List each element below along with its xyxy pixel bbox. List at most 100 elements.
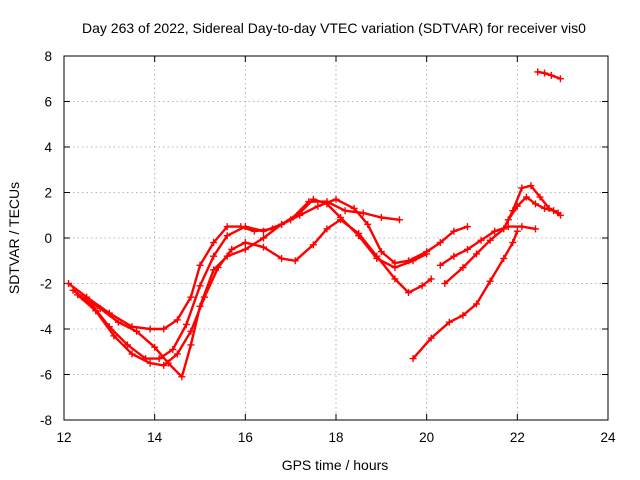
y-tick-label: 8 <box>44 49 52 64</box>
data-point <box>550 207 558 215</box>
data-point <box>500 254 508 262</box>
series-track-2 <box>69 195 471 363</box>
x-axis-label: GPS time / hours <box>282 457 389 473</box>
data-point <box>409 355 417 363</box>
data-point <box>309 241 317 249</box>
data-point <box>534 68 542 76</box>
data-point <box>391 264 399 272</box>
data-point <box>350 204 358 212</box>
data-point <box>223 232 231 240</box>
data-point <box>332 195 340 203</box>
series-line <box>76 218 433 367</box>
data-point <box>513 202 521 210</box>
data-point <box>309 195 317 203</box>
series-line <box>67 200 401 331</box>
series-line <box>439 225 537 267</box>
data-point <box>78 293 86 301</box>
data-point <box>459 311 467 319</box>
data-point <box>182 320 190 328</box>
series-line <box>443 184 560 285</box>
data-point <box>513 227 521 235</box>
data-point <box>259 243 267 251</box>
data-point <box>405 289 413 297</box>
data-point <box>473 300 481 308</box>
data-point <box>155 355 163 363</box>
data-point <box>196 302 204 310</box>
x-tick-label: 12 <box>56 430 71 445</box>
data-point <box>210 239 218 247</box>
data-point <box>223 223 231 231</box>
data-point <box>323 225 331 233</box>
series-line <box>71 198 469 360</box>
chart-title: Day 263 of 2022, Sidereal Day-to-day VTE… <box>82 20 586 36</box>
data-point <box>291 257 299 265</box>
data-point <box>259 234 267 242</box>
data-point <box>527 182 535 190</box>
data-point <box>92 307 100 315</box>
data-point <box>450 252 458 260</box>
data-point <box>547 71 555 79</box>
data-point <box>187 293 195 301</box>
series-track-1 <box>65 198 403 333</box>
x-tick-label: 18 <box>328 430 343 445</box>
data-point <box>196 261 204 269</box>
y-tick-label: 6 <box>44 95 52 110</box>
data-point <box>314 202 322 210</box>
data-point <box>278 220 286 228</box>
data-point <box>391 275 399 283</box>
series-track-8 <box>504 193 564 224</box>
grid <box>64 56 608 420</box>
data-point <box>210 266 218 274</box>
series-track-4 <box>78 195 431 381</box>
data-point <box>241 239 249 247</box>
data-point <box>459 264 467 272</box>
data-point <box>450 227 458 235</box>
data-point <box>210 252 218 260</box>
data-point <box>164 359 172 367</box>
data-point <box>323 200 331 208</box>
y-tick-label: 2 <box>44 186 52 201</box>
data-point <box>110 332 118 340</box>
data-point <box>69 286 77 294</box>
data-point <box>463 245 471 253</box>
data-point <box>522 193 530 201</box>
data-point <box>341 207 349 215</box>
y-tick-label: 0 <box>44 231 52 246</box>
data-point <box>504 216 512 224</box>
y-axis-label: SDTVAR / TECUs <box>6 182 22 294</box>
data-point <box>423 250 431 258</box>
data-point <box>373 254 381 262</box>
data-point <box>359 209 367 217</box>
data-point <box>173 350 181 358</box>
data-point <box>395 216 403 224</box>
data-point <box>364 220 372 228</box>
data-point <box>491 227 499 235</box>
data-point <box>504 223 512 231</box>
data-point <box>531 200 539 208</box>
data-point <box>241 223 249 231</box>
series-track-6 <box>409 227 521 363</box>
x-tick-label: 22 <box>510 430 525 445</box>
data-point <box>128 350 136 358</box>
data-point <box>146 325 154 333</box>
data-point <box>278 254 286 262</box>
y-tick-label: -4 <box>40 322 52 337</box>
data-point <box>486 236 494 244</box>
x-tick-label: 16 <box>238 430 253 445</box>
data-point <box>518 184 526 192</box>
data-point <box>445 318 453 326</box>
data-point <box>65 280 73 287</box>
x-tick-label: 14 <box>147 430 163 445</box>
data-point <box>123 341 131 349</box>
x-tick-label: 24 <box>600 430 616 445</box>
data-point <box>463 223 471 231</box>
data-point <box>160 361 168 369</box>
data-point <box>178 373 186 381</box>
data-point <box>296 209 304 217</box>
data-point <box>173 316 181 324</box>
series-track-7 <box>436 223 539 269</box>
data-point <box>509 239 517 247</box>
data-point <box>133 327 141 335</box>
